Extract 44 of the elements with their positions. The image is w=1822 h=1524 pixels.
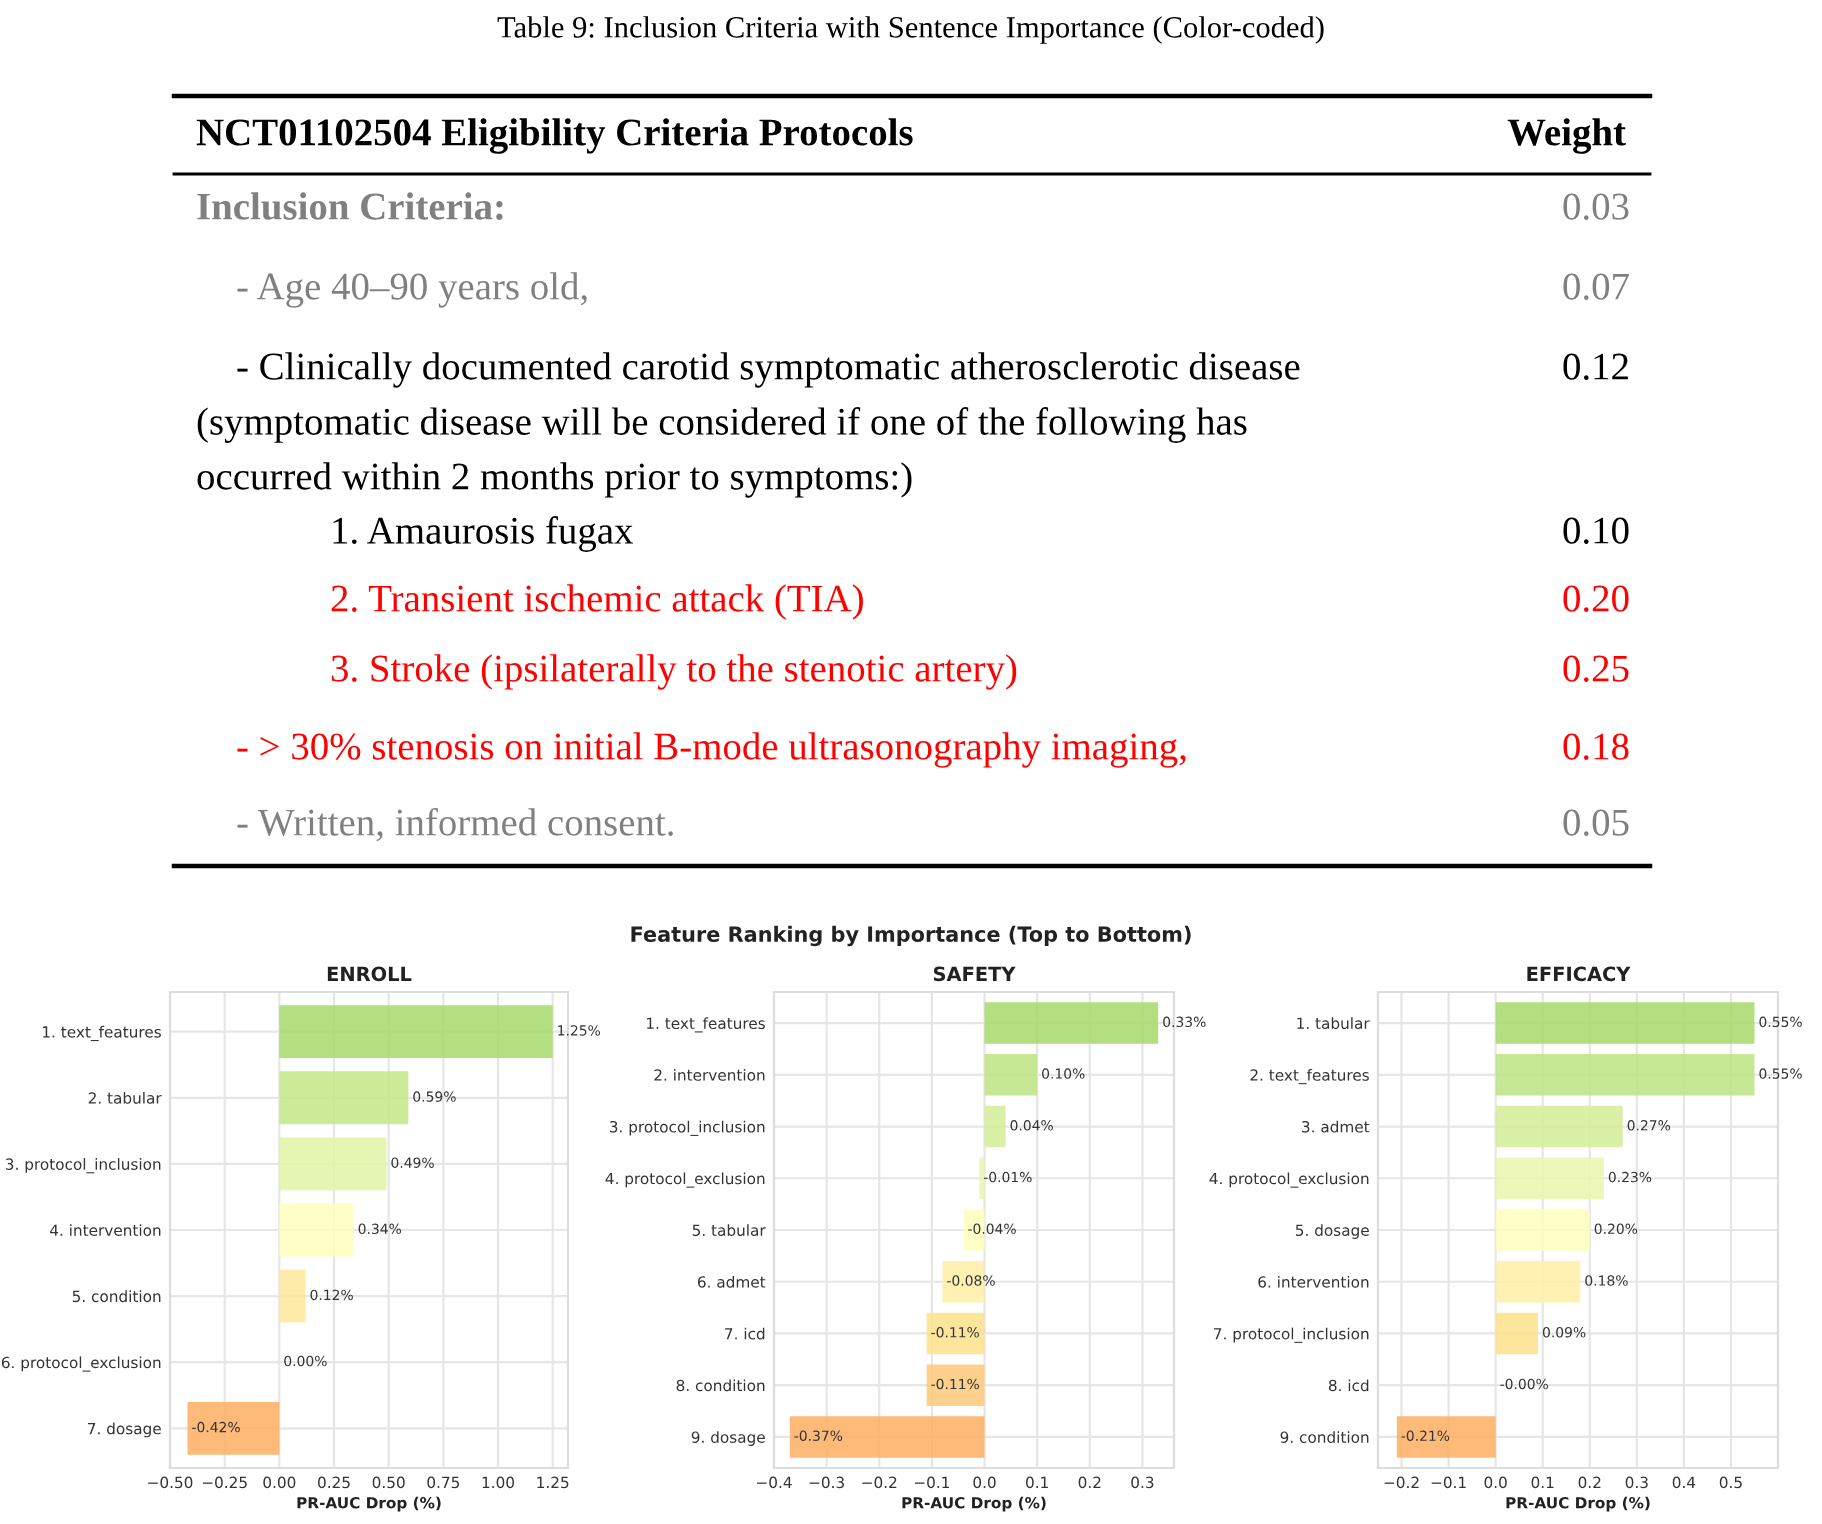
text: - Written, informed consent.: [237, 807, 673, 842]
text: 1. Amaurosis fugax: [333, 516, 634, 552]
bar: [279, 1137, 387, 1191]
text: 0.18: [1563, 733, 1629, 760]
bar: [1495, 1312, 1538, 1355]
chart-title: SAFETY: [933, 966, 1016, 982]
chart-title: EFFICACY: [1527, 966, 1631, 982]
bar: [984, 1105, 1006, 1148]
bar: [1495, 1002, 1755, 1044]
text: 0.10: [1563, 517, 1629, 544]
text: 0.12: [1563, 353, 1628, 380]
bar: [789, 1416, 985, 1458]
text: 0.05: [1563, 809, 1629, 836]
bar: [926, 1364, 985, 1406]
bar: [1495, 1054, 1755, 1096]
bar: [1495, 1157, 1604, 1199]
text: - Clinically documented carotid symptomatic atherosclerotic disease (symptomatic disease will be considered if one of the following has occurred within 2 months prior to symptoms:): [197, 352, 1300, 498]
text: 2. Transient ischemic attack (TIA): [331, 584, 863, 620]
text: NCT01102504 Eligibility Criteria Protocols: [196, 118, 913, 154]
text: - Age 40–90 years old,: [237, 272, 587, 308]
text: Feature Ranking by Importance (Top to Bottom): [631, 925, 1191, 947]
text: 0.25: [1563, 655, 1629, 682]
bar: [1495, 1209, 1590, 1251]
bar: [279, 1203, 354, 1257]
bar: [279, 1005, 553, 1059]
bar: [187, 1401, 280, 1455]
text: - > 30% stenosis on initial B-mode ultrasonography imaging,: [237, 732, 1186, 768]
text: 0.07: [1563, 273, 1629, 300]
bar: [279, 1269, 306, 1323]
bar: [279, 1071, 409, 1125]
bar: [926, 1312, 985, 1355]
text: 0.20: [1563, 585, 1629, 612]
bar: [979, 1157, 985, 1199]
bar: [1396, 1416, 1496, 1458]
chart-title: ENROLL: [327, 966, 412, 982]
bar: [984, 1054, 1038, 1096]
bar: [1495, 1105, 1623, 1148]
text: Weight: [1507, 118, 1626, 154]
text: Table 9: Inclusion Criteria with Sentence Importance (Color-coded): [497, 16, 1324, 44]
text: 0.03: [1563, 193, 1629, 220]
text: 3. Stroke (ipsilaterally to the stenotic artery): [331, 654, 1017, 690]
bar: [984, 1002, 1159, 1044]
bar: [1495, 1261, 1581, 1303]
text: Inclusion Criteria:: [197, 192, 503, 220]
